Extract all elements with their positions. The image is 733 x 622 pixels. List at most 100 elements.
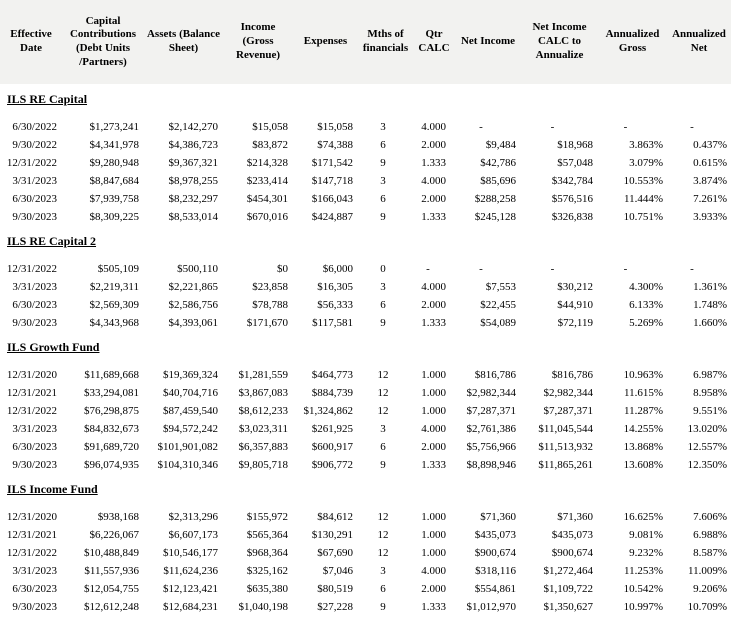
cell-net-income-calc-to-annualize: $816,786 bbox=[551, 369, 593, 381]
cell-net-income-calc-to-annualize: $57,048 bbox=[557, 157, 593, 169]
cell-effective-date: 3/31/2023 bbox=[12, 281, 57, 293]
cell-assets-balance-sheet: $9,367,321 bbox=[168, 157, 219, 169]
section-heading-ils-re-capital: ILS RE Capital bbox=[0, 84, 731, 118]
cell-qtr-calc: 1.000 bbox=[421, 405, 446, 417]
cell-mths-of-financials: 12 bbox=[377, 529, 389, 541]
cell-effective-date: 6/30/2022 bbox=[12, 121, 57, 133]
cell-annualized-gross: 14.255% bbox=[623, 423, 663, 435]
cell-qtr-calc: 4.000 bbox=[421, 281, 446, 293]
cell-effective-date: 6/30/2023 bbox=[12, 441, 57, 453]
section-heading-row: ILS RE Capital bbox=[0, 84, 731, 118]
cell-expenses: $27,228 bbox=[317, 601, 353, 613]
cell-mths-of-financials: 3 bbox=[380, 565, 386, 577]
cell-annualized-net: 7.261% bbox=[693, 193, 727, 205]
cell-expenses: $166,043 bbox=[311, 193, 353, 205]
cell-annualized-net: 0.615% bbox=[693, 157, 727, 169]
cell-annualized-net: 3.933% bbox=[693, 211, 727, 223]
cell-capital-contributions-debt-units-partners: $4,341,978 bbox=[89, 139, 140, 151]
cell-net-income-calc-to-annualize: $18,968 bbox=[557, 139, 593, 151]
column-header-net-income: Net Income bbox=[455, 0, 521, 84]
cell-income-gross-revenue: $8,612,233 bbox=[238, 405, 289, 417]
cell-expenses: $7,046 bbox=[322, 565, 353, 577]
table-row: 9/30/2023 $4,343,968 $4,393,061 $171,670 $11… bbox=[0, 314, 731, 332]
cell-assets-balance-sheet: $4,393,061 bbox=[168, 317, 219, 329]
section-title: ILS Income Fund bbox=[7, 482, 98, 496]
section-title: ILS RE Capital 2 bbox=[7, 234, 97, 248]
table-row: 6/30/2023 $91,689,720 $101,901,082 $6,357,8… bbox=[0, 438, 731, 456]
cell-annualized-gross: 11.287% bbox=[623, 405, 663, 417]
cell-capital-contributions-debt-units-partners: $76,298,875 bbox=[84, 405, 139, 417]
cell-capital-contributions-debt-units-partners: $6,226,067 bbox=[89, 529, 140, 541]
cell-assets-balance-sheet: $40,704,716 bbox=[163, 387, 218, 399]
cell-net-income-calc-to-annualize: $71,360 bbox=[557, 511, 593, 523]
table-row: 12/31/2022 $505,109 $500,110 $0 $6,000 0 - - - - - bbox=[0, 260, 731, 278]
cell-mths-of-financials: 3 bbox=[380, 423, 386, 435]
cell-qtr-calc: - bbox=[426, 263, 430, 275]
cell-net-income: $71,360 bbox=[480, 511, 516, 523]
cell-net-income: $900,674 bbox=[474, 547, 516, 559]
table-row: 9/30/2023 $96,074,935 $104,310,346 $9,805,7… bbox=[0, 456, 731, 474]
cell-capital-contributions-debt-units-partners: $91,689,720 bbox=[84, 441, 139, 453]
cell-expenses: $171,542 bbox=[311, 157, 353, 169]
cell-expenses: $147,718 bbox=[311, 175, 353, 187]
cell-qtr-calc: 2.000 bbox=[421, 299, 446, 311]
cell-expenses: $15,058 bbox=[317, 121, 353, 133]
header-row: Effective Date Capital Contributions (Deb… bbox=[0, 0, 731, 84]
cell-net-income: $8,898,946 bbox=[466, 459, 517, 471]
cell-assets-balance-sheet: $87,459,540 bbox=[163, 405, 218, 417]
cell-expenses: $906,772 bbox=[311, 459, 353, 471]
table-body: ILS RE Capital 6/30/2022 $1,273,241 $2,142,… bbox=[0, 84, 731, 616]
section-heading-ils-income-fund: ILS Income Fund bbox=[0, 474, 731, 508]
cell-effective-date: 12/31/2020 bbox=[6, 511, 57, 523]
cell-expenses: $261,925 bbox=[311, 423, 353, 435]
cell-qtr-calc: 1.333 bbox=[421, 211, 446, 223]
cell-annualized-gross: 13.868% bbox=[623, 441, 663, 453]
cell-expenses: $74,388 bbox=[317, 139, 353, 151]
table-row: 12/31/2022 $10,488,849 $10,546,177 $968,364… bbox=[0, 544, 731, 562]
cell-effective-date: 12/31/2022 bbox=[6, 547, 57, 559]
cell-qtr-calc: 1.000 bbox=[421, 547, 446, 559]
cell-assets-balance-sheet: $8,978,255 bbox=[168, 175, 219, 187]
cell-capital-contributions-debt-units-partners: $8,847,684 bbox=[89, 175, 140, 187]
column-header-expenses: Expenses bbox=[293, 0, 358, 84]
cell-annualized-gross: 10.963% bbox=[623, 369, 663, 381]
cell-annualized-net: 7.606% bbox=[693, 511, 727, 523]
cell-annualized-gross: 9.081% bbox=[629, 529, 663, 541]
cell-net-income-calc-to-annualize: $2,982,344 bbox=[543, 387, 594, 399]
table-row: 3/31/2023 $84,832,673 $94,572,242 $3,023,31… bbox=[0, 420, 731, 438]
cell-net-income: $2,982,344 bbox=[466, 387, 517, 399]
cell-income-gross-revenue: $15,058 bbox=[252, 121, 288, 133]
cell-annualized-net: 13.020% bbox=[687, 423, 727, 435]
section-title: ILS RE Capital bbox=[7, 92, 88, 106]
cell-annualized-net: 1.361% bbox=[693, 281, 727, 293]
cell-mths-of-financials: 6 bbox=[380, 583, 386, 595]
cell-expenses: $1,324,862 bbox=[303, 405, 354, 417]
cell-net-income-calc-to-annualize: $435,073 bbox=[551, 529, 593, 541]
cell-mths-of-financials: 6 bbox=[380, 139, 386, 151]
cell-net-income: $318,116 bbox=[475, 565, 516, 577]
cell-effective-date: 12/31/2022 bbox=[6, 263, 57, 275]
column-header-annualized-net: Annualized Net bbox=[667, 0, 731, 84]
cell-net-income: $435,073 bbox=[474, 529, 516, 541]
cell-income-gross-revenue: $9,805,718 bbox=[238, 459, 289, 471]
cell-annualized-gross: 16.625% bbox=[623, 511, 663, 523]
cell-net-income-calc-to-annualize: $72,119 bbox=[557, 317, 593, 329]
cell-annualized-net: - bbox=[690, 263, 694, 275]
cell-expenses: $80,519 bbox=[317, 583, 353, 595]
cell-income-gross-revenue: $23,858 bbox=[252, 281, 288, 293]
cell-annualized-gross: 10.997% bbox=[623, 601, 663, 613]
cell-mths-of-financials: 12 bbox=[377, 387, 389, 399]
cell-mths-of-financials: 12 bbox=[377, 369, 389, 381]
cell-income-gross-revenue: $1,281,559 bbox=[238, 369, 289, 381]
cell-income-gross-revenue: $1,040,198 bbox=[238, 601, 289, 613]
cell-capital-contributions-debt-units-partners: $4,343,968 bbox=[89, 317, 140, 329]
cell-capital-contributions-debt-units-partners: $12,612,248 bbox=[84, 601, 139, 613]
cell-capital-contributions-debt-units-partners: $11,689,668 bbox=[84, 369, 139, 381]
cell-effective-date: 12/31/2021 bbox=[6, 387, 57, 399]
cell-net-income-calc-to-annualize: $1,350,627 bbox=[543, 601, 594, 613]
column-header-annualized-gross: Annualized Gross bbox=[598, 0, 667, 84]
cell-capital-contributions-debt-units-partners: $84,832,673 bbox=[84, 423, 139, 435]
cell-qtr-calc: 1.333 bbox=[421, 157, 446, 169]
cell-capital-contributions-debt-units-partners: $1,273,241 bbox=[89, 121, 140, 133]
